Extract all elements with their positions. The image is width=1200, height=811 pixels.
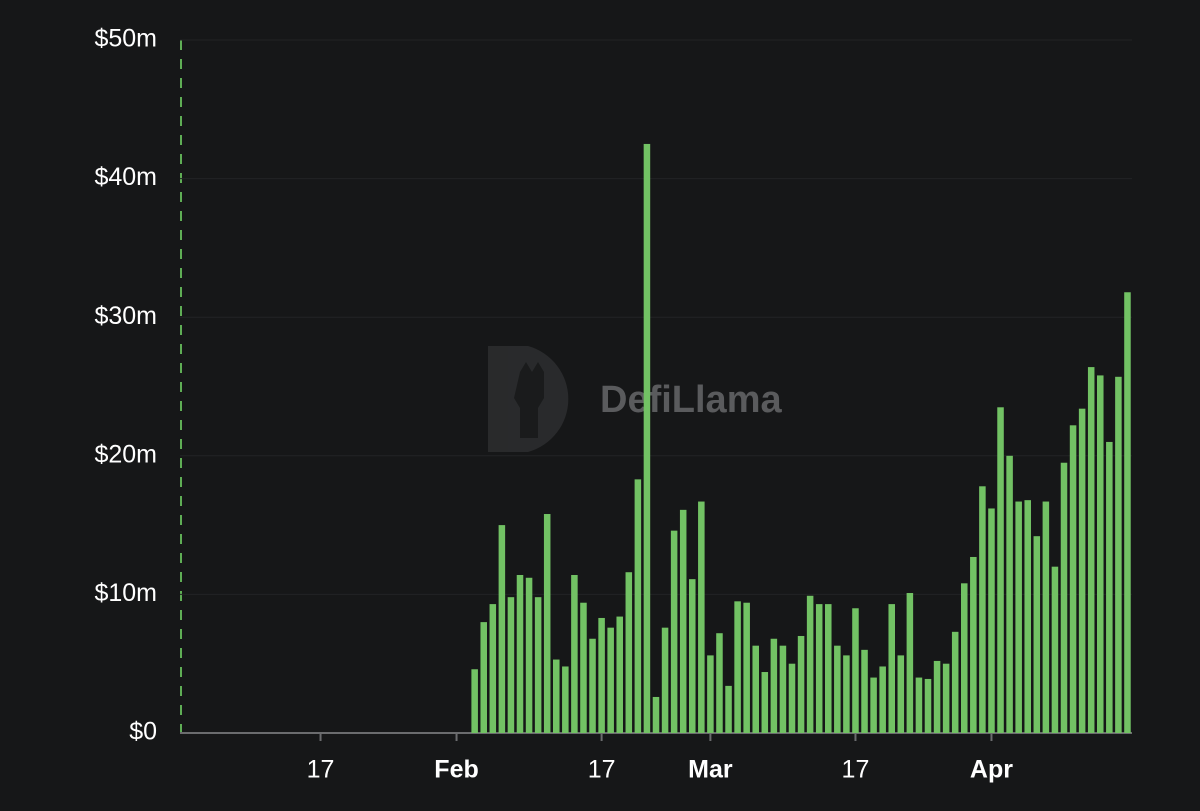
- y-tick-label: $0: [129, 718, 157, 746]
- bar: [516, 574, 524, 733]
- bar: [1106, 441, 1113, 733]
- bar: [698, 501, 705, 733]
- bar: [553, 659, 560, 733]
- bar: [815, 604, 823, 733]
- bar: [743, 602, 750, 733]
- bar: [616, 616, 623, 733]
- bar: [825, 604, 832, 733]
- bar: [725, 685, 732, 733]
- bar: [942, 663, 950, 733]
- bar: [1078, 408, 1086, 733]
- bar: [979, 486, 986, 733]
- bar: [1006, 455, 1013, 733]
- bar: [707, 655, 714, 733]
- x-tick-label: 17: [307, 756, 335, 784]
- watermark-logo: [488, 346, 569, 452]
- bar: [951, 631, 959, 733]
- watermark-text: DefiLlama: [600, 379, 782, 421]
- y-tick-label: $50m: [94, 25, 157, 53]
- bar: [534, 597, 542, 733]
- bar: [679, 509, 687, 733]
- bar: [1115, 376, 1122, 733]
- bar: [834, 645, 841, 733]
- bar: [1097, 375, 1104, 733]
- bar: [861, 649, 868, 733]
- bar: [661, 627, 669, 733]
- bar: [806, 595, 814, 733]
- bar: [634, 479, 642, 733]
- bar: [1015, 501, 1022, 733]
- bar: [843, 655, 850, 733]
- bar: [752, 645, 759, 733]
- bar: [915, 677, 923, 733]
- bar: [471, 669, 478, 733]
- bar: [689, 579, 696, 733]
- bar: [525, 577, 533, 733]
- bar: [997, 407, 1004, 733]
- bar: [480, 622, 487, 733]
- bar: [906, 593, 914, 733]
- bar: [598, 617, 605, 733]
- bar: [1069, 425, 1077, 733]
- bar: [1024, 500, 1031, 733]
- x-tick-label: 17: [842, 756, 870, 784]
- bar: [761, 672, 769, 733]
- bar: [489, 604, 497, 733]
- x-tick-label: Feb: [434, 756, 478, 784]
- y-tick-label: $20m: [94, 440, 157, 468]
- y-tick-label: $10m: [94, 579, 157, 607]
- bar: [670, 530, 678, 733]
- bar: [770, 638, 778, 733]
- bar: [543, 514, 551, 733]
- bar: [1042, 501, 1050, 733]
- bar: [1060, 462, 1068, 733]
- bar: [797, 635, 805, 733]
- x-tick-label: Apr: [970, 756, 1013, 784]
- bar: [870, 677, 877, 733]
- bar: [970, 556, 977, 733]
- y-tick-label: $30m: [94, 302, 157, 330]
- bar: [562, 666, 569, 733]
- bar: [1033, 536, 1041, 733]
- x-tick-label: 17: [588, 756, 616, 784]
- bar: [580, 602, 587, 733]
- bar: [924, 678, 932, 733]
- bar: [643, 143, 651, 733]
- bar: [716, 633, 723, 733]
- bar: [625, 572, 633, 733]
- bar: [589, 638, 596, 733]
- bar: [852, 608, 859, 733]
- y-tick-label: $40m: [94, 163, 157, 191]
- bar: [1051, 566, 1059, 733]
- bar: [879, 666, 886, 733]
- bar: [507, 597, 515, 733]
- bar: [734, 601, 741, 733]
- bar: [888, 604, 895, 733]
- bar: [498, 525, 506, 733]
- bar: [652, 696, 660, 733]
- bar: [607, 627, 614, 733]
- bar: [1087, 367, 1095, 733]
- bar: [933, 660, 941, 733]
- bar: [571, 574, 578, 733]
- bar: [788, 663, 796, 733]
- bar: [779, 645, 787, 733]
- x-tick-label: Mar: [688, 756, 733, 784]
- bar: [897, 655, 905, 733]
- bar: [961, 583, 968, 733]
- bar: [988, 508, 995, 733]
- bar: [1124, 292, 1131, 733]
